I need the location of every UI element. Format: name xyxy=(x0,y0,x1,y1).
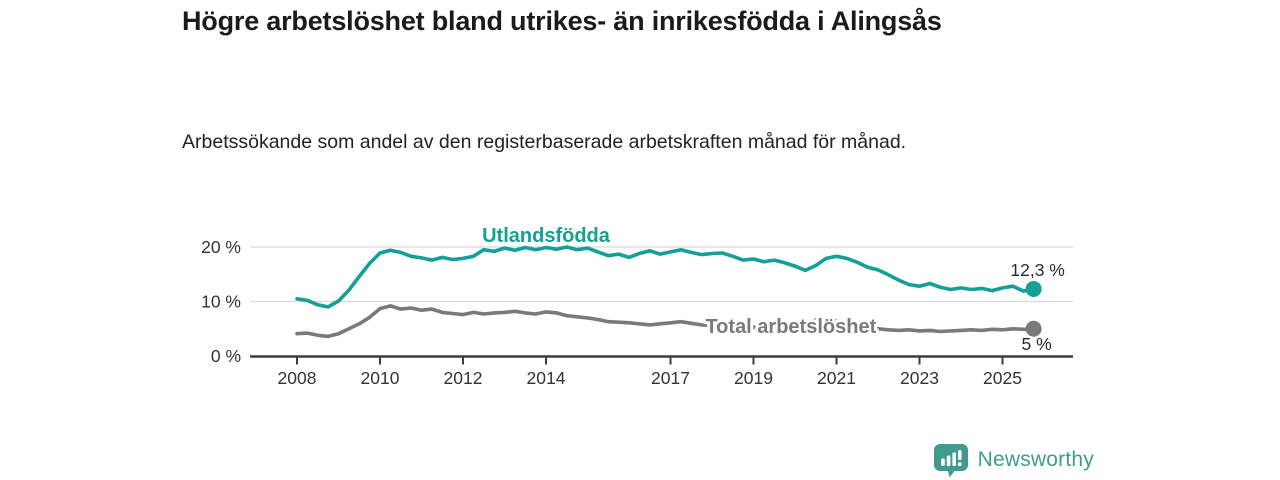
brand-name: Newsworthy xyxy=(977,448,1094,471)
series-label: Total arbetslöshet xyxy=(705,316,876,338)
series-end-dot xyxy=(1025,320,1042,337)
x-tick-label: 2012 xyxy=(444,368,483,388)
x-tick-label: 2017 xyxy=(651,368,690,388)
x-tick-label: 2014 xyxy=(527,368,566,388)
series-label: Utlandsfödda xyxy=(482,225,611,247)
x-tick-label: 2023 xyxy=(900,368,939,388)
series-line-utlandsf-dda xyxy=(295,245,1036,309)
chart-subtitle: Arbetssökande som andel av den registerb… xyxy=(182,131,907,153)
chart-title: Högre arbetslöshet bland utrikes- än inr… xyxy=(182,6,942,36)
series-end-dot xyxy=(1025,280,1042,297)
y-tick-label: 0 % xyxy=(211,346,241,366)
y-tick-label: 20 % xyxy=(201,237,241,257)
newsworthy-logo[interactable]: Newsworthy xyxy=(933,441,1094,479)
series-end-value-label: 12,3 % xyxy=(1010,260,1064,280)
x-tick-label: 2008 xyxy=(278,368,317,388)
x-tick-label: 2021 xyxy=(817,368,856,388)
series-end-value-label: 5 % xyxy=(1022,334,1052,354)
y-tick-label: 10 % xyxy=(201,292,241,312)
x-tick-label: 2025 xyxy=(983,368,1022,388)
x-tick-label: 2019 xyxy=(734,368,773,388)
bar-chart-speech-bubble-icon xyxy=(933,443,968,477)
series-line-total-arbetsl-shet xyxy=(295,304,1036,339)
x-tick-label: 2010 xyxy=(361,368,400,388)
